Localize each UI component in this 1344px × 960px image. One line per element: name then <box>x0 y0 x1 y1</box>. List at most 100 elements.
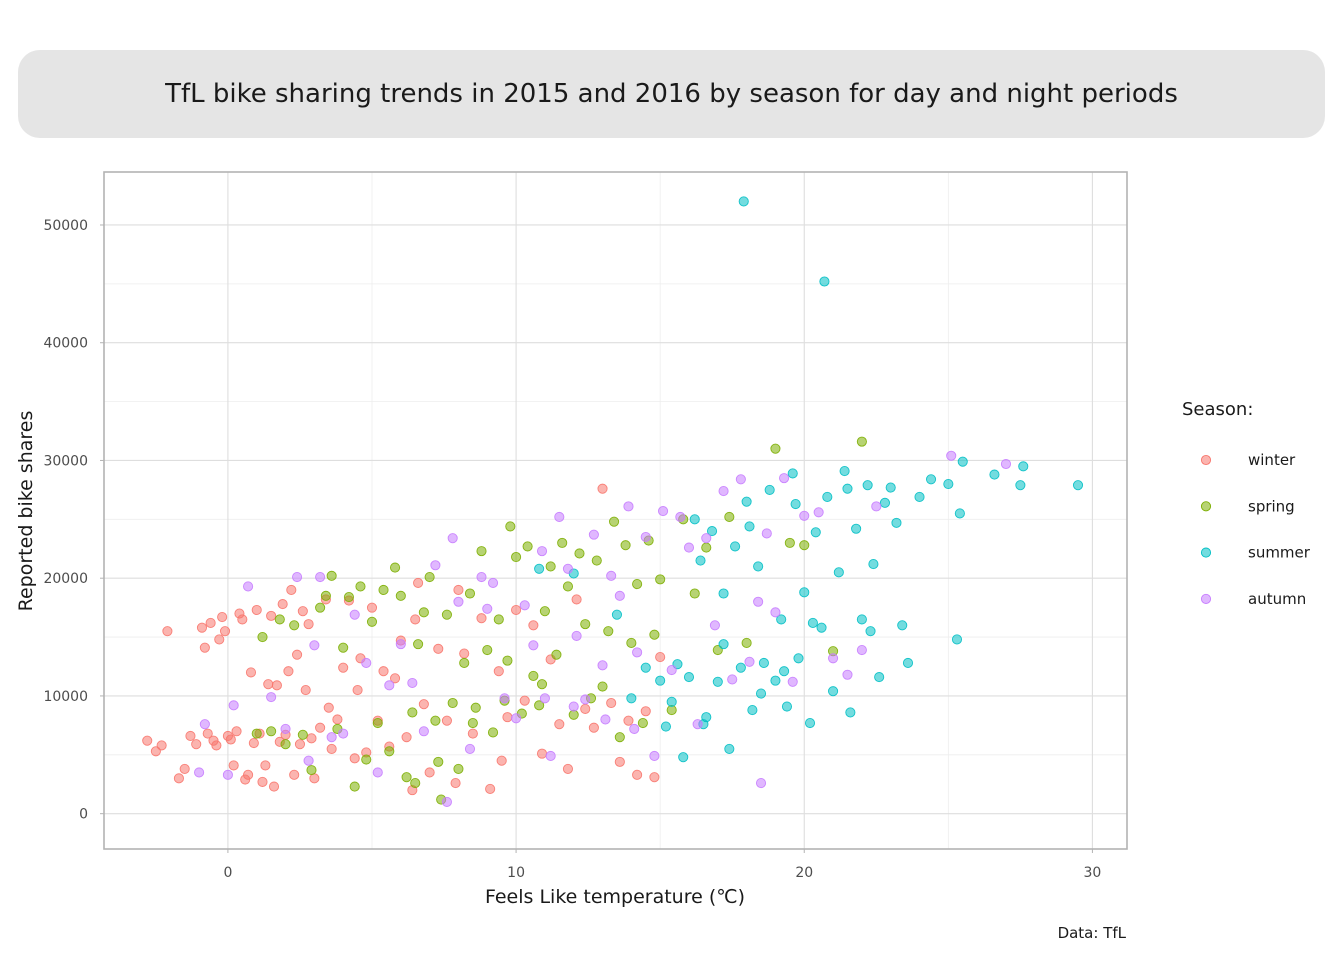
data-point <box>626 637 637 649</box>
data-point <box>271 680 282 691</box>
data-point <box>528 670 539 681</box>
data-point <box>879 497 890 508</box>
data-point <box>735 474 746 485</box>
data-point <box>511 604 522 616</box>
data-point <box>266 692 277 703</box>
data-point <box>758 657 769 669</box>
data-point <box>856 436 867 447</box>
data-point <box>263 679 274 690</box>
data-point <box>588 722 599 733</box>
data-point <box>897 620 908 631</box>
data-point <box>303 619 314 630</box>
data-point <box>245 667 257 678</box>
data-point <box>274 614 285 625</box>
y-tick-label: 10000 <box>43 689 88 705</box>
data-point <box>309 640 320 651</box>
data-point <box>303 755 314 766</box>
data-point <box>793 653 804 664</box>
data-point <box>943 478 954 490</box>
data-point <box>574 548 585 559</box>
data-point <box>407 677 418 689</box>
data-point <box>571 630 582 641</box>
data-point <box>464 588 476 599</box>
legend-key <box>1200 501 1212 512</box>
data-point <box>851 523 862 534</box>
data-point <box>770 675 781 686</box>
data-point <box>554 719 565 730</box>
data-point <box>366 602 378 613</box>
data-point <box>606 697 617 709</box>
data-point <box>179 763 190 774</box>
data-point <box>611 609 622 620</box>
data-point <box>614 590 625 601</box>
data-point <box>441 796 452 807</box>
data-point <box>655 652 666 663</box>
data-point <box>571 594 582 605</box>
data-point <box>424 571 435 583</box>
data-point <box>1018 461 1029 472</box>
data-point <box>390 562 401 573</box>
x-tick-label: 20 <box>795 865 813 881</box>
data-point <box>413 577 424 588</box>
legend-item-autumn: autumn <box>1200 590 1306 608</box>
legend-item-summer: summer <box>1200 544 1311 562</box>
data-point <box>957 456 968 467</box>
legend-title: Season: <box>1182 399 1253 420</box>
data-point <box>623 715 634 726</box>
data-point <box>557 537 568 548</box>
data-point <box>865 626 876 637</box>
data-point <box>453 584 464 596</box>
data-point <box>655 675 666 686</box>
gridlines <box>104 172 1127 849</box>
data-point <box>450 778 461 789</box>
data-point <box>300 685 311 696</box>
data-point <box>620 540 631 551</box>
y-tick-label: 30000 <box>43 453 88 469</box>
data-point <box>657 506 669 517</box>
data-point <box>626 693 637 704</box>
data-point <box>701 533 712 544</box>
data-point <box>418 607 429 618</box>
y-tick-label: 0 <box>79 807 88 823</box>
data-point <box>349 753 360 764</box>
data-point <box>868 559 879 570</box>
data-point <box>199 642 210 653</box>
data-point <box>609 516 620 527</box>
data-point <box>326 570 337 581</box>
legend-item-winter: winter <box>1200 451 1296 469</box>
data-point <box>787 468 798 479</box>
data-point <box>655 574 666 585</box>
data-point <box>459 657 470 669</box>
data-point <box>214 634 225 645</box>
data-point <box>562 563 574 574</box>
data-point <box>277 599 288 610</box>
data-point <box>747 705 758 716</box>
data-point <box>799 540 810 551</box>
data-point <box>816 622 827 633</box>
data-point <box>413 639 424 650</box>
data-point <box>338 642 349 653</box>
data-point <box>522 541 533 552</box>
data-point <box>410 614 421 625</box>
data-point <box>237 614 248 625</box>
data-point <box>384 746 395 757</box>
data-point <box>355 581 366 592</box>
data-point <box>727 674 738 685</box>
data-point <box>424 767 435 778</box>
data-point <box>718 639 729 650</box>
data-point <box>476 571 487 583</box>
data-point <box>352 685 363 696</box>
data-point <box>499 693 510 704</box>
data-point <box>649 629 660 640</box>
data-point <box>390 673 401 684</box>
data-point <box>629 723 640 734</box>
data-point <box>361 754 372 765</box>
data-point <box>286 584 297 596</box>
data-point <box>294 739 306 750</box>
data-point <box>597 483 608 494</box>
data-point <box>660 721 671 732</box>
data-point <box>418 726 429 737</box>
data-point <box>683 542 695 553</box>
data-point <box>467 728 478 739</box>
data-point <box>453 763 464 774</box>
